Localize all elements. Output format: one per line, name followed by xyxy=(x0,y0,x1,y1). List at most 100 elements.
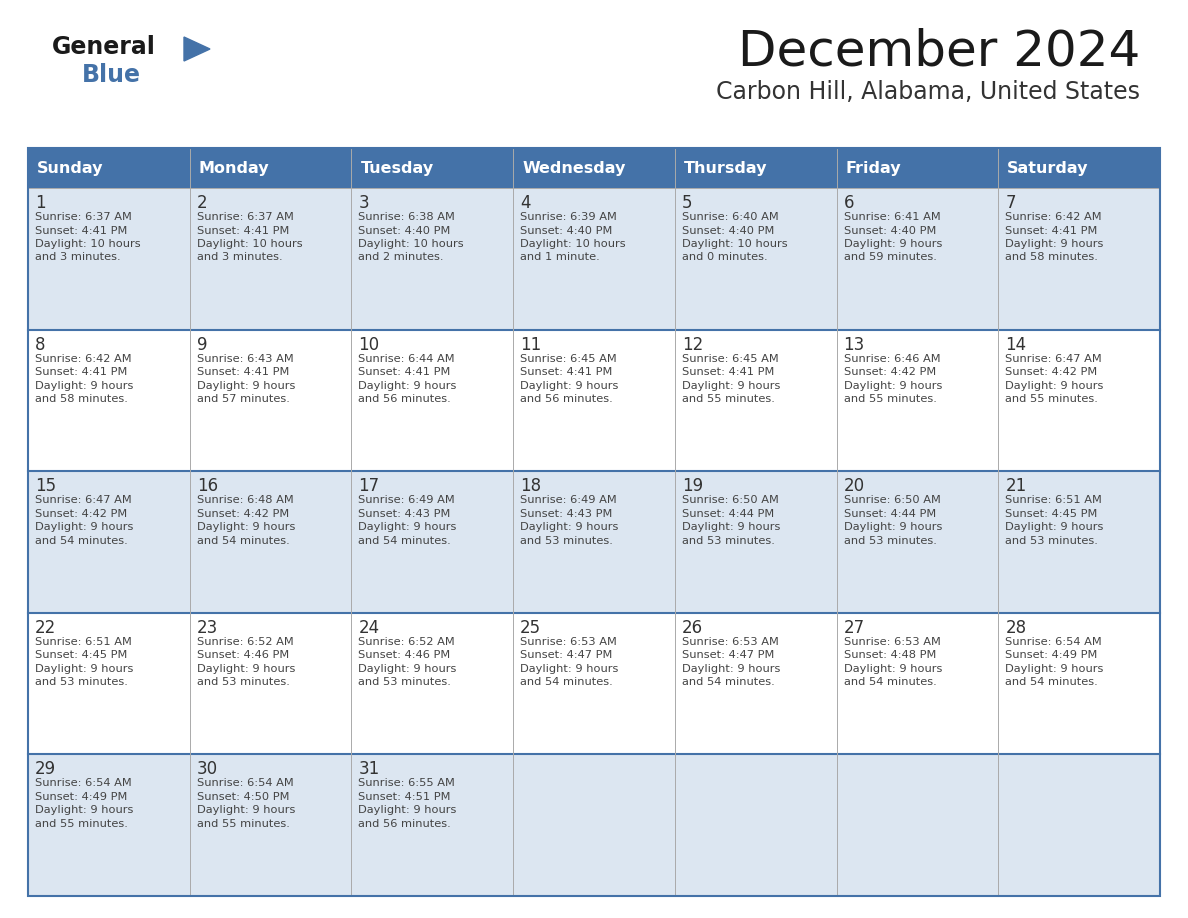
Text: Sunrise: 6:47 AM: Sunrise: 6:47 AM xyxy=(1005,353,1102,364)
Text: Sunset: 4:41 PM: Sunset: 4:41 PM xyxy=(520,367,613,377)
Bar xyxy=(513,188,675,330)
Text: Sunset: 4:41 PM: Sunset: 4:41 PM xyxy=(1005,226,1098,236)
Text: and 54 minutes.: and 54 minutes. xyxy=(197,536,290,545)
Text: Sunset: 4:45 PM: Sunset: 4:45 PM xyxy=(34,650,127,660)
Text: Sunrise: 6:54 AM: Sunrise: 6:54 AM xyxy=(34,778,132,789)
Bar xyxy=(836,755,998,896)
Bar xyxy=(998,330,1159,471)
Text: Sunrise: 6:47 AM: Sunrise: 6:47 AM xyxy=(34,495,132,505)
Text: 28: 28 xyxy=(1005,619,1026,637)
Text: Sunrise: 6:42 AM: Sunrise: 6:42 AM xyxy=(1005,212,1102,222)
Text: and 53 minutes.: and 53 minutes. xyxy=(359,677,451,688)
Bar xyxy=(29,148,190,188)
Text: Sunset: 4:42 PM: Sunset: 4:42 PM xyxy=(1005,367,1098,377)
Text: Sunset: 4:41 PM: Sunset: 4:41 PM xyxy=(34,226,127,236)
Text: Sunset: 4:40 PM: Sunset: 4:40 PM xyxy=(359,226,450,236)
Text: Daylight: 10 hours: Daylight: 10 hours xyxy=(197,239,302,249)
Text: 4: 4 xyxy=(520,194,531,212)
Text: 17: 17 xyxy=(359,477,379,495)
Bar xyxy=(29,471,190,613)
Text: Sunset: 4:43 PM: Sunset: 4:43 PM xyxy=(520,509,613,519)
Text: Sunrise: 6:37 AM: Sunrise: 6:37 AM xyxy=(34,212,132,222)
Text: Sunrise: 6:49 AM: Sunrise: 6:49 AM xyxy=(520,495,617,505)
Text: 5: 5 xyxy=(682,194,693,212)
Text: Sunset: 4:49 PM: Sunset: 4:49 PM xyxy=(34,792,127,802)
Bar xyxy=(190,148,352,188)
Text: Sunset: 4:49 PM: Sunset: 4:49 PM xyxy=(1005,650,1098,660)
Text: 6: 6 xyxy=(843,194,854,212)
Bar xyxy=(190,330,352,471)
Text: Wednesday: Wednesday xyxy=(523,161,626,175)
Bar xyxy=(998,471,1159,613)
Text: Sunrise: 6:53 AM: Sunrise: 6:53 AM xyxy=(843,637,941,647)
Text: Daylight: 9 hours: Daylight: 9 hours xyxy=(34,381,133,390)
Text: Sunrise: 6:51 AM: Sunrise: 6:51 AM xyxy=(34,637,132,647)
Text: 20: 20 xyxy=(843,477,865,495)
Text: Sunset: 4:44 PM: Sunset: 4:44 PM xyxy=(682,509,775,519)
Text: and 58 minutes.: and 58 minutes. xyxy=(34,394,128,404)
Text: Sunset: 4:46 PM: Sunset: 4:46 PM xyxy=(359,650,450,660)
Text: Daylight: 9 hours: Daylight: 9 hours xyxy=(34,805,133,815)
Text: 18: 18 xyxy=(520,477,542,495)
Text: Sunrise: 6:42 AM: Sunrise: 6:42 AM xyxy=(34,353,132,364)
Bar xyxy=(190,613,352,755)
Text: 15: 15 xyxy=(34,477,56,495)
Bar xyxy=(513,148,675,188)
Text: and 0 minutes.: and 0 minutes. xyxy=(682,252,767,263)
Text: and 54 minutes.: and 54 minutes. xyxy=(843,677,936,688)
Text: Carbon Hill, Alabama, United States: Carbon Hill, Alabama, United States xyxy=(716,80,1140,104)
Text: Daylight: 9 hours: Daylight: 9 hours xyxy=(843,239,942,249)
Bar xyxy=(513,755,675,896)
Text: Sunrise: 6:46 AM: Sunrise: 6:46 AM xyxy=(843,353,940,364)
Text: Daylight: 9 hours: Daylight: 9 hours xyxy=(682,522,781,532)
Text: and 55 minutes.: and 55 minutes. xyxy=(1005,394,1098,404)
Text: Sunrise: 6:43 AM: Sunrise: 6:43 AM xyxy=(197,353,293,364)
Text: 30: 30 xyxy=(197,760,217,778)
Text: Sunrise: 6:54 AM: Sunrise: 6:54 AM xyxy=(1005,637,1102,647)
Text: Sunrise: 6:40 AM: Sunrise: 6:40 AM xyxy=(682,212,778,222)
Text: and 54 minutes.: and 54 minutes. xyxy=(520,677,613,688)
Text: Sunset: 4:42 PM: Sunset: 4:42 PM xyxy=(843,367,936,377)
Text: Sunset: 4:45 PM: Sunset: 4:45 PM xyxy=(1005,509,1098,519)
Text: General: General xyxy=(52,35,156,59)
Text: Daylight: 9 hours: Daylight: 9 hours xyxy=(359,664,457,674)
Text: Daylight: 9 hours: Daylight: 9 hours xyxy=(34,664,133,674)
Text: Sunset: 4:51 PM: Sunset: 4:51 PM xyxy=(359,792,451,802)
Text: and 54 minutes.: and 54 minutes. xyxy=(359,536,451,545)
Text: Sunset: 4:47 PM: Sunset: 4:47 PM xyxy=(520,650,613,660)
Text: Sunset: 4:41 PM: Sunset: 4:41 PM xyxy=(34,367,127,377)
Bar xyxy=(190,755,352,896)
Text: and 55 minutes.: and 55 minutes. xyxy=(682,394,775,404)
Text: Sunset: 4:50 PM: Sunset: 4:50 PM xyxy=(197,792,289,802)
Bar xyxy=(998,755,1159,896)
Text: and 53 minutes.: and 53 minutes. xyxy=(1005,536,1098,545)
Text: and 59 minutes.: and 59 minutes. xyxy=(843,252,936,263)
Text: Daylight: 9 hours: Daylight: 9 hours xyxy=(1005,522,1104,532)
Text: Sunset: 4:44 PM: Sunset: 4:44 PM xyxy=(843,509,936,519)
Text: and 3 minutes.: and 3 minutes. xyxy=(197,252,283,263)
Bar xyxy=(29,148,1159,896)
Text: Daylight: 9 hours: Daylight: 9 hours xyxy=(359,522,457,532)
Text: and 53 minutes.: and 53 minutes. xyxy=(520,536,613,545)
Bar xyxy=(352,755,513,896)
Bar xyxy=(29,330,190,471)
Bar xyxy=(352,613,513,755)
Text: Sunset: 4:46 PM: Sunset: 4:46 PM xyxy=(197,650,289,660)
Text: Sunday: Sunday xyxy=(37,161,103,175)
Bar xyxy=(352,471,513,613)
Text: Daylight: 9 hours: Daylight: 9 hours xyxy=(1005,239,1104,249)
Text: and 54 minutes.: and 54 minutes. xyxy=(34,536,128,545)
Text: Sunset: 4:42 PM: Sunset: 4:42 PM xyxy=(197,509,289,519)
Bar xyxy=(513,471,675,613)
Text: Sunrise: 6:39 AM: Sunrise: 6:39 AM xyxy=(520,212,617,222)
Text: Tuesday: Tuesday xyxy=(360,161,434,175)
Text: Sunset: 4:41 PM: Sunset: 4:41 PM xyxy=(359,367,450,377)
Text: and 55 minutes.: and 55 minutes. xyxy=(843,394,936,404)
Text: Daylight: 9 hours: Daylight: 9 hours xyxy=(843,381,942,390)
Text: Monday: Monday xyxy=(198,161,270,175)
Text: 12: 12 xyxy=(682,336,703,353)
Text: Daylight: 9 hours: Daylight: 9 hours xyxy=(682,664,781,674)
Text: and 56 minutes.: and 56 minutes. xyxy=(359,394,451,404)
Text: Sunset: 4:40 PM: Sunset: 4:40 PM xyxy=(682,226,775,236)
Text: 7: 7 xyxy=(1005,194,1016,212)
